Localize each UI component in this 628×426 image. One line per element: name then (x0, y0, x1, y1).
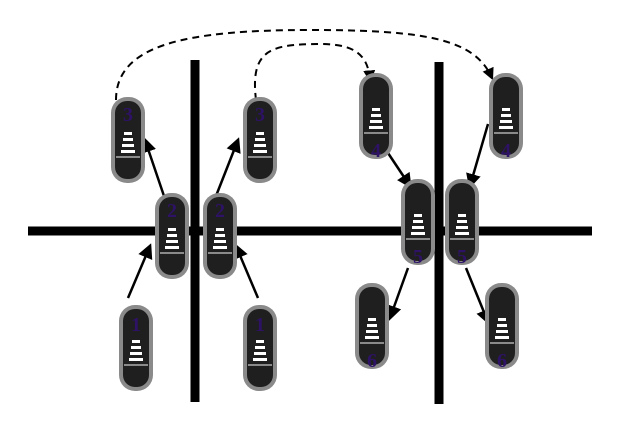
shoe-icon: 2 (203, 193, 237, 279)
step-number: 4 (501, 140, 511, 162)
step-number: 1 (255, 314, 265, 336)
arrow-icon (387, 267, 410, 321)
shoe-icon: 5 (401, 179, 435, 268)
dashed-arc-arrow-icon (254, 42, 376, 101)
arrow-icon (233, 243, 260, 299)
shoe-icon: 4 (359, 73, 393, 162)
shoe-icon: 3 (111, 97, 145, 183)
step-number: 2 (215, 200, 225, 222)
shoes: 1 2 3 1 2 3 4 5 6 4 5 6 (111, 73, 523, 391)
shoe-icon: 4 (489, 73, 523, 162)
arrow-icon (214, 137, 241, 197)
step-number: 3 (123, 104, 133, 126)
arrow-icon (126, 243, 153, 299)
shoe-icon: 6 (485, 283, 519, 372)
step-number: 5 (413, 246, 423, 268)
step-number: 6 (497, 350, 507, 372)
step-number: 2 (167, 200, 177, 222)
arrow-icon (464, 267, 491, 325)
arrow-icon (384, 149, 412, 189)
shoe-icon: 6 (355, 283, 389, 372)
step-number: 1 (131, 314, 141, 336)
shoe-icon: 2 (155, 193, 189, 279)
step-arrows (126, 123, 491, 325)
shoe-icon: 1 (119, 305, 153, 391)
court-lines (28, 60, 592, 404)
shoe-icon: 3 (243, 97, 277, 183)
shoe-icon: 1 (243, 305, 277, 391)
hop-arrows (115, 28, 494, 101)
step-number: 6 (367, 350, 377, 372)
arrow-icon (466, 123, 490, 189)
step-number: 3 (255, 104, 265, 126)
arrow-icon (141, 137, 166, 197)
step-number: 5 (457, 246, 467, 268)
step-number: 4 (371, 140, 381, 162)
shoe-icon: 5 (445, 179, 479, 268)
